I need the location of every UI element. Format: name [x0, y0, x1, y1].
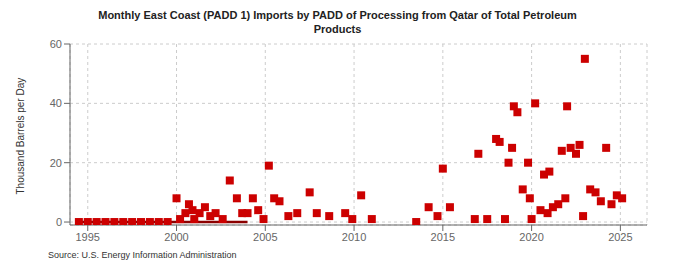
svg-text:2010: 2010	[342, 231, 366, 243]
html-text:Products: Products	[313, 23, 362, 35]
svg-text:0: 0	[56, 216, 62, 228]
html-text:Source: U.S. Energy Informatio: Source: U.S. Energy Information Administ…	[48, 250, 237, 260]
svg-text:Thousand Barrels per Day: Thousand Barrels per Day	[15, 78, 26, 195]
svg-text:20: 20	[50, 157, 62, 169]
svg-text:2025: 2025	[608, 231, 632, 243]
svg-text:2000: 2000	[164, 231, 188, 243]
svg-text:60: 60	[50, 38, 62, 50]
svg-text:40: 40	[50, 97, 62, 109]
svg-text:2015: 2015	[431, 231, 455, 243]
svg-text:2020: 2020	[519, 231, 543, 243]
html-text:Monthly East Coast (PADD 1) Im: Monthly East Coast (PADD 1) Imports by P…	[98, 9, 577, 21]
svg-text:1995: 1995	[76, 231, 100, 243]
svg-text:2005: 2005	[253, 231, 277, 243]
